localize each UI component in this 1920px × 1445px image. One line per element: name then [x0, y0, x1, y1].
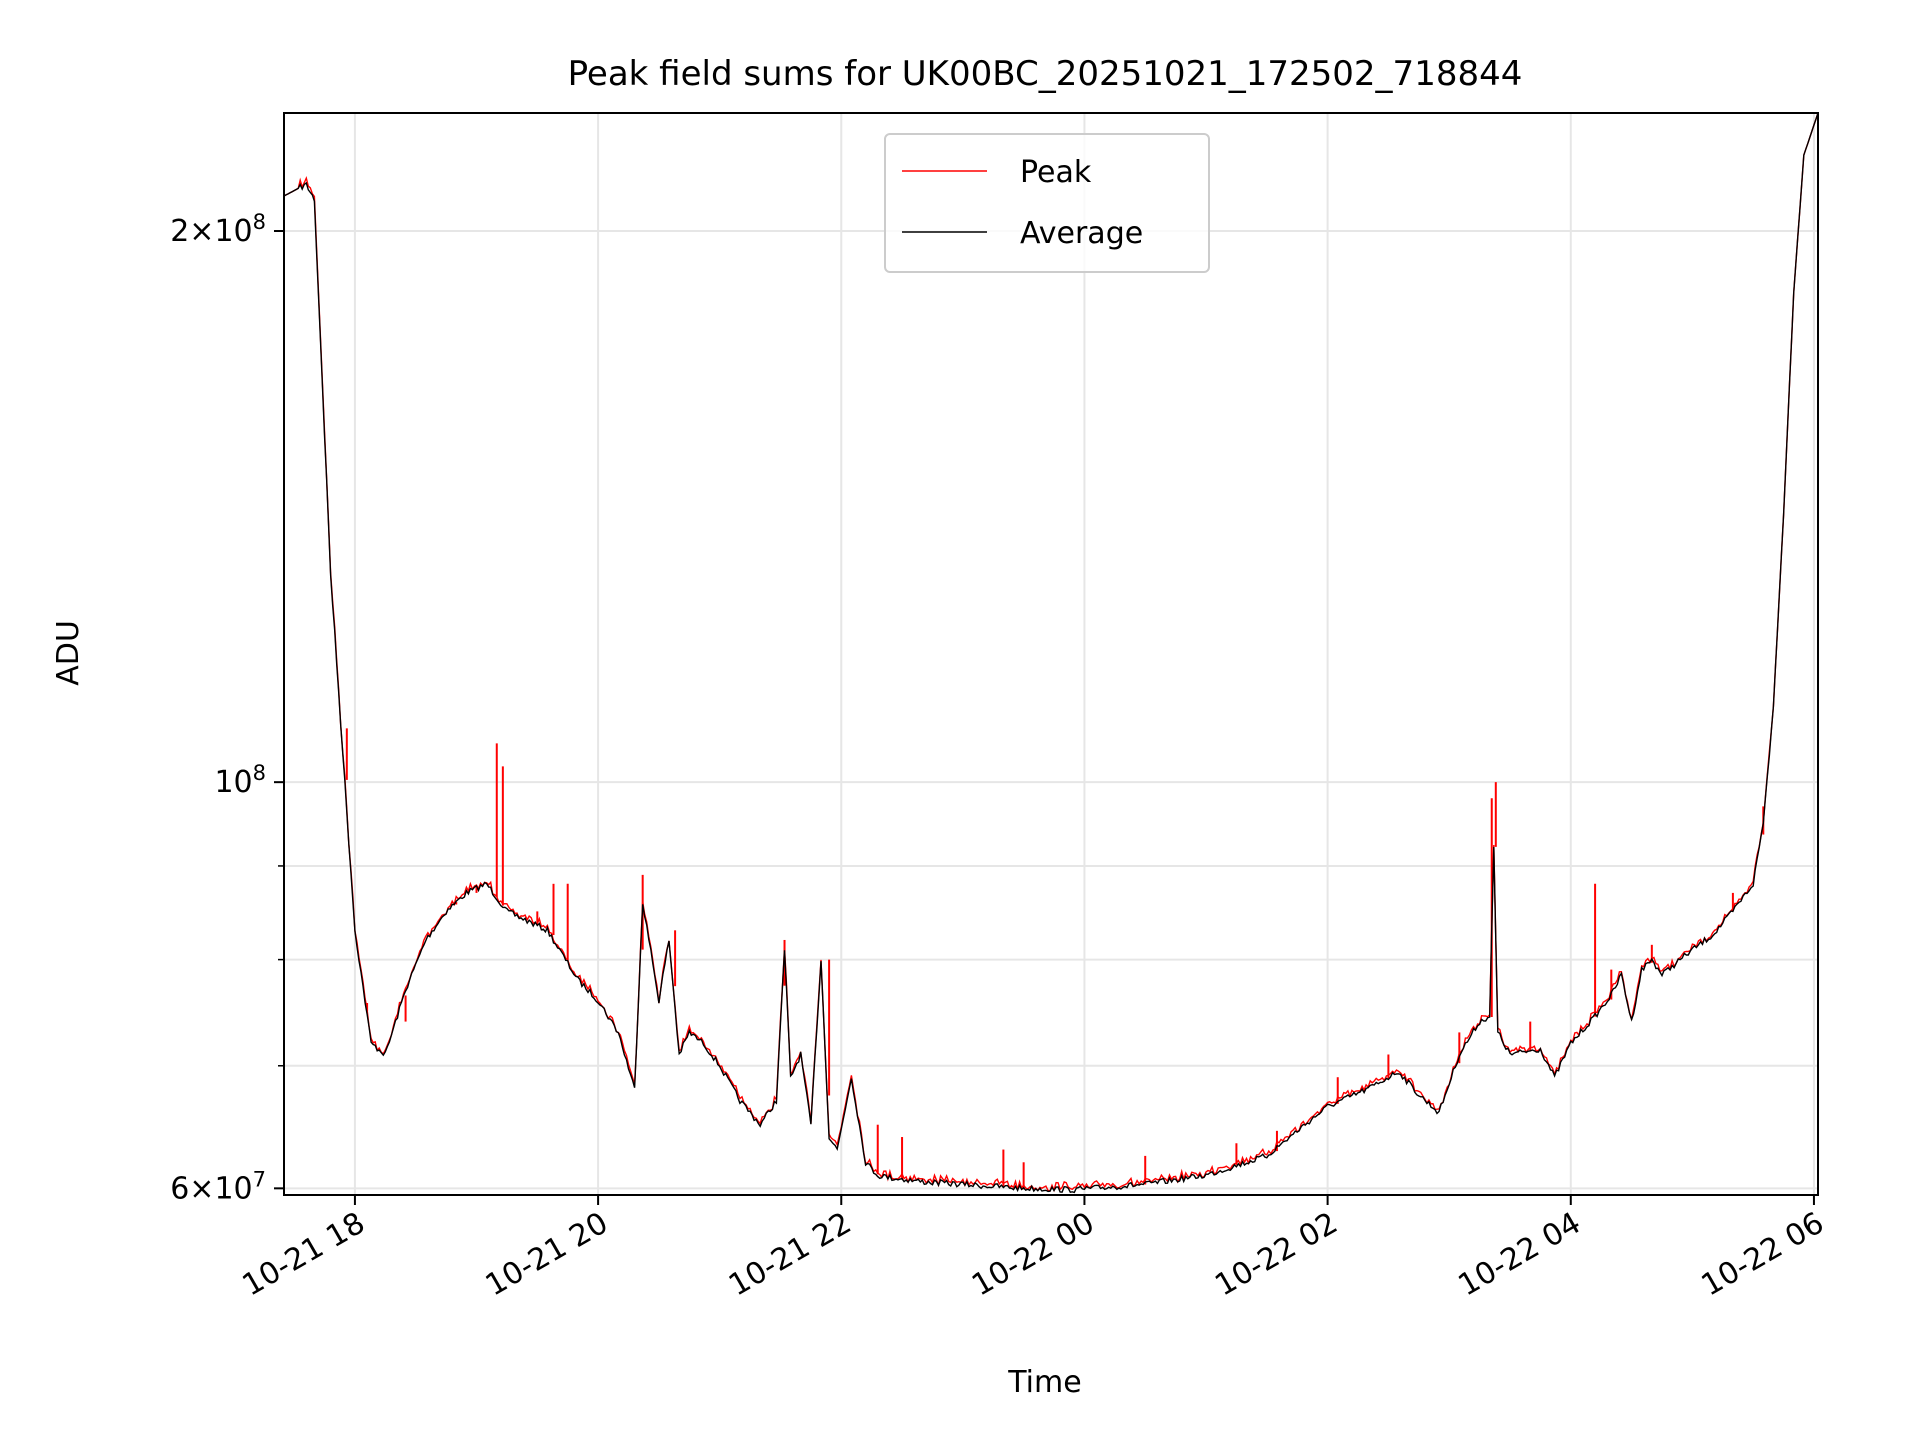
average-series-line	[283, 112, 1819, 1194]
legend-peak-label: Peak	[1020, 155, 1092, 190]
legend-box	[884, 133, 1210, 273]
x-axis-label: Time	[1007, 1365, 1081, 1400]
legend-average-label: Average	[1020, 216, 1143, 251]
y-tick-label: 6×107	[170, 1167, 266, 1206]
series-layer	[283, 112, 1819, 1194]
plot-frame	[283, 112, 1819, 1196]
legend: Peak Average	[884, 133, 1210, 273]
y-axis-label: ADU	[51, 620, 86, 686]
y-tick-label: 108	[214, 761, 266, 800]
chart-title: Peak field sums for UK00BC_20251021_1725…	[568, 54, 1523, 94]
y-tick-label: 2×108	[170, 210, 266, 249]
